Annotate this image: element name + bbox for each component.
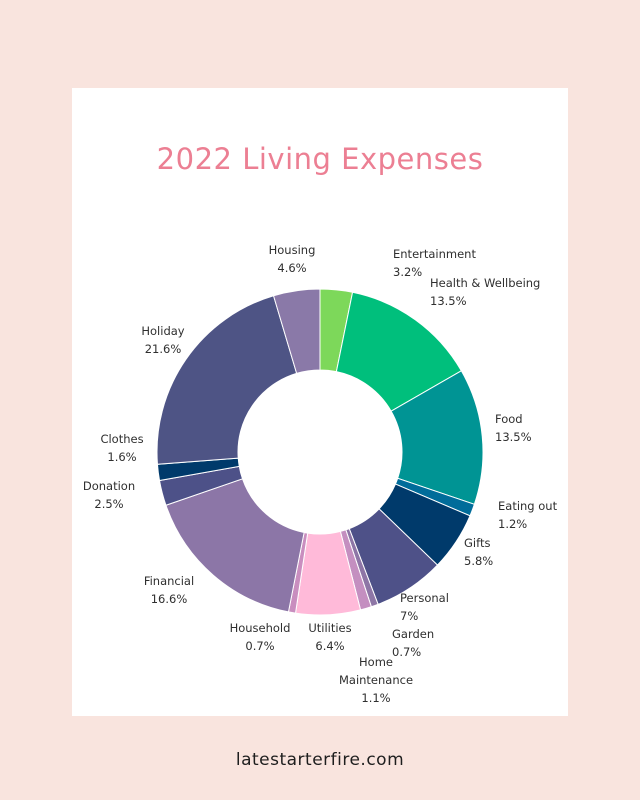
- value-label-health-wellbeing: 13.5%: [430, 294, 467, 308]
- value-label-eating-out: 1.2%: [498, 517, 527, 531]
- footer-site-link[interactable]: latestarterfire.com: [235, 750, 405, 770]
- chart-card: 2022 Living Expenses Entertainment 3.2% He…: [72, 88, 568, 716]
- label-eating-out: Eating out: [498, 499, 558, 513]
- label-home-maintenance: Maintenance: [339, 673, 413, 687]
- value-label-garden: 0.7%: [392, 645, 421, 659]
- value-label-home-maintenance: 1.1%: [361, 691, 390, 705]
- value-label-utilities: 6.4%: [315, 639, 344, 653]
- value-label-personal: 7%: [400, 609, 418, 623]
- label-donation: Donation: [83, 479, 135, 493]
- label-financial: Financial: [144, 574, 194, 588]
- label-entertainment: Entertainment: [393, 247, 476, 261]
- slice-holiday: [156, 295, 298, 465]
- label-gifts: Gifts: [464, 536, 490, 550]
- label-personal: Personal: [400, 591, 449, 605]
- label-household: Household: [230, 621, 291, 635]
- label-garden: Garden: [392, 627, 434, 641]
- value-label-financial: 16.6%: [151, 592, 188, 606]
- value-label-entertainment: 3.2%: [393, 265, 422, 279]
- label-clothes: Clothes: [100, 432, 143, 446]
- value-label-gifts: 5.8%: [464, 554, 493, 568]
- label-holiday: Holiday: [141, 324, 184, 338]
- label-health-wellbeing: Health & Wellbeing: [430, 276, 540, 290]
- value-label-food: 13.5%: [495, 430, 532, 444]
- chart-title: 2022 Living Expenses: [156, 142, 484, 176]
- value-label-clothes: 1.6%: [107, 450, 136, 464]
- value-label-donation: 2.5%: [94, 497, 123, 511]
- value-label-holiday: 21.6%: [145, 342, 182, 356]
- label-utilities: Utilities: [308, 621, 351, 635]
- value-label-household: 0.7%: [245, 639, 274, 653]
- donut-chart: Entertainment 3.2% Health & Wellbeing 13.5%…: [83, 243, 558, 705]
- label-housing: Housing: [269, 243, 316, 257]
- value-label-housing: 4.6%: [277, 261, 306, 275]
- label-home-maintenance: Home: [359, 655, 393, 669]
- label-food: Food: [495, 412, 523, 426]
- slice-housing: [272, 288, 321, 375]
